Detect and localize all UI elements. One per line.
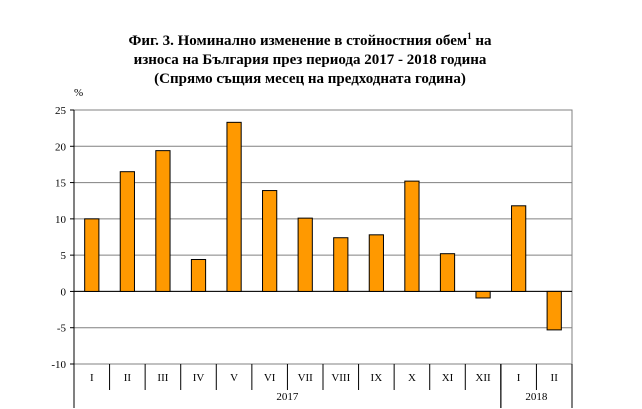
y-tick-label: 15: [55, 178, 67, 190]
x-tick-label: I: [517, 372, 521, 384]
x-tick-label: XI: [442, 372, 454, 384]
bar: [404, 180, 420, 292]
title-line-2: износа на България през периода 2017 - 2…: [133, 52, 487, 68]
x-tick-label: II: [124, 372, 132, 384]
title-superscript: 1: [467, 31, 472, 41]
year-label: 2017: [276, 391, 299, 403]
bar: [546, 290, 562, 331]
y-tick-label: 25: [55, 105, 67, 117]
bar: [190, 258, 207, 292]
plot-area: [73, 109, 573, 365]
x-tick-label: I: [90, 372, 94, 384]
bar: [333, 237, 349, 292]
bar: [368, 234, 384, 292]
x-tick-label: VII: [298, 372, 314, 384]
x-tick-label: VIII: [331, 372, 350, 384]
x-tick-label: XII: [475, 372, 491, 384]
bar: [297, 217, 313, 292]
y-axis-label: %: [74, 87, 83, 99]
x-tick-label: IV: [193, 372, 205, 384]
bar: [475, 290, 491, 299]
bar: [84, 218, 100, 292]
bar: [439, 253, 456, 292]
y-tick-label: 0: [61, 286, 67, 298]
y-tick-label: 5: [61, 250, 67, 262]
x-tick-label: IX: [371, 372, 383, 384]
bar: [226, 121, 242, 292]
x-tick-label: II: [551, 372, 559, 384]
chart-title: Фиг. 3. Номинално изменение в стойностни…: [0, 27, 620, 89]
year-label: 2018: [525, 391, 548, 403]
bar: [155, 150, 171, 292]
bar: [119, 171, 135, 292]
y-tick-label: -5: [57, 323, 67, 335]
title-line-1: Фиг. 3. Номинално изменение в стойностни…: [128, 33, 468, 49]
x-tick-label: V: [230, 372, 238, 384]
y-tick-label: -10: [51, 359, 66, 371]
y-tick-label: 20: [55, 141, 67, 153]
x-tick-label: X: [408, 372, 416, 384]
title-line-3: (Спрямо същия месец на предходната годин…: [154, 71, 466, 87]
title-line-1-tail: на: [471, 33, 492, 49]
x-tick-label: III: [157, 372, 168, 384]
bar: [262, 190, 278, 292]
y-tick-label: 10: [55, 214, 67, 226]
x-tick-label: VI: [264, 372, 276, 384]
bar: [511, 205, 527, 292]
